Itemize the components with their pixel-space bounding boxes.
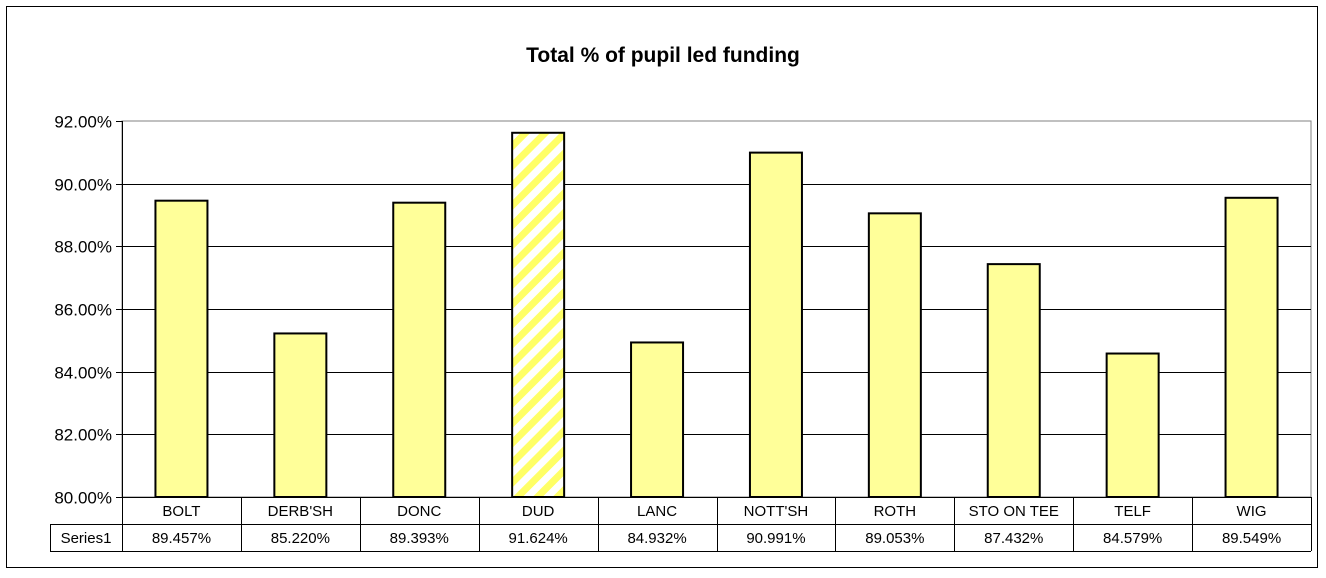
data-label: 84.579% (1103, 530, 1162, 547)
x-tick-label: WIG (1237, 503, 1267, 520)
x-tick-label: TELF (1114, 503, 1151, 520)
x-tick-label: DONC (397, 503, 441, 520)
y-tick-label: 80.00% (54, 489, 112, 508)
bar (748, 151, 803, 498)
x-tick-label: DUD (522, 503, 555, 520)
bar (511, 131, 566, 498)
y-axis: 80.00% 82.00% 84.00% 86.00% 88.00% 90.00% 92.0… (54, 113, 123, 508)
bar (1105, 352, 1160, 498)
x-tick-label: BOLT (162, 503, 200, 520)
bar (986, 263, 1041, 499)
x-tick-label: DERB'SH (268, 503, 333, 520)
data-label: 89.053% (865, 530, 924, 547)
data-table: BOLT 89.457% DERB'SH 85.220% DONC 89.393% DUD 9… (50, 497, 1312, 552)
data-label: 85.220% (271, 530, 330, 547)
y-tick-label: 88.00% (54, 238, 112, 257)
data-label: 90.991% (746, 530, 805, 547)
series-name: Series1 (61, 530, 112, 547)
data-label: 84.932% (627, 530, 686, 547)
bar (630, 341, 685, 498)
x-tick-label: NOTT'SH (744, 503, 809, 520)
y-tick-label: 84.00% (54, 364, 112, 383)
x-tick-label: ROTH (874, 503, 917, 520)
data-label: 87.432% (984, 530, 1043, 547)
bars (154, 131, 1279, 499)
bar (273, 332, 328, 498)
y-tick-label: 92.00% (54, 113, 112, 132)
y-tick-label: 86.00% (54, 301, 112, 320)
data-label: 89.393% (390, 530, 449, 547)
data-label: 91.624% (509, 530, 568, 547)
data-label: 89.549% (1222, 530, 1281, 547)
y-tick-label: 82.00% (54, 426, 112, 445)
data-label: 89.457% (152, 530, 211, 547)
bar (154, 199, 209, 498)
bar (392, 201, 447, 498)
x-tick-label: STO ON TEE (969, 503, 1059, 520)
y-tick-label: 90.00% (54, 176, 112, 195)
bar (867, 212, 922, 499)
chart-title: Total % of pupil led funding (526, 44, 800, 67)
bar (1224, 196, 1279, 498)
x-tick-label: LANC (637, 503, 677, 520)
